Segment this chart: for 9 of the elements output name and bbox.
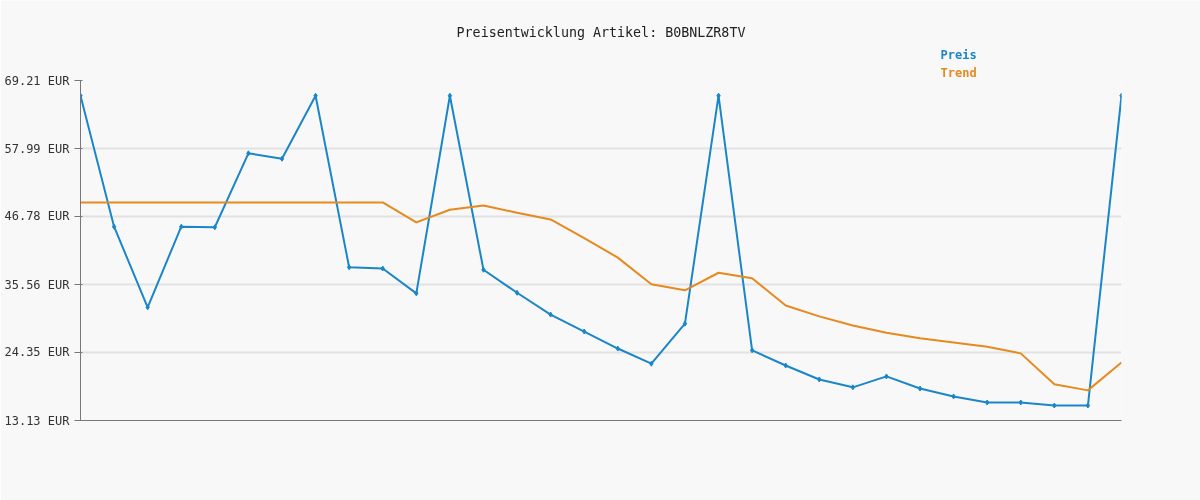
y-tick-label: 57.99 EUR [4,141,71,156]
chart-title: Preisentwicklung Artikel: B0BNLZR8TV [456,24,746,40]
y-tick-label: 46.78 EUR [4,209,71,224]
y-tick-label: 69.21 EUR [4,73,71,88]
text: Preis [940,47,977,62]
text: Trend [940,65,977,80]
y-tick-label: 13.13 EUR [4,413,71,428]
y-tick-label: 24.35 EUR [4,345,71,360]
y-tick-label: 35.56 EUR [4,277,71,292]
